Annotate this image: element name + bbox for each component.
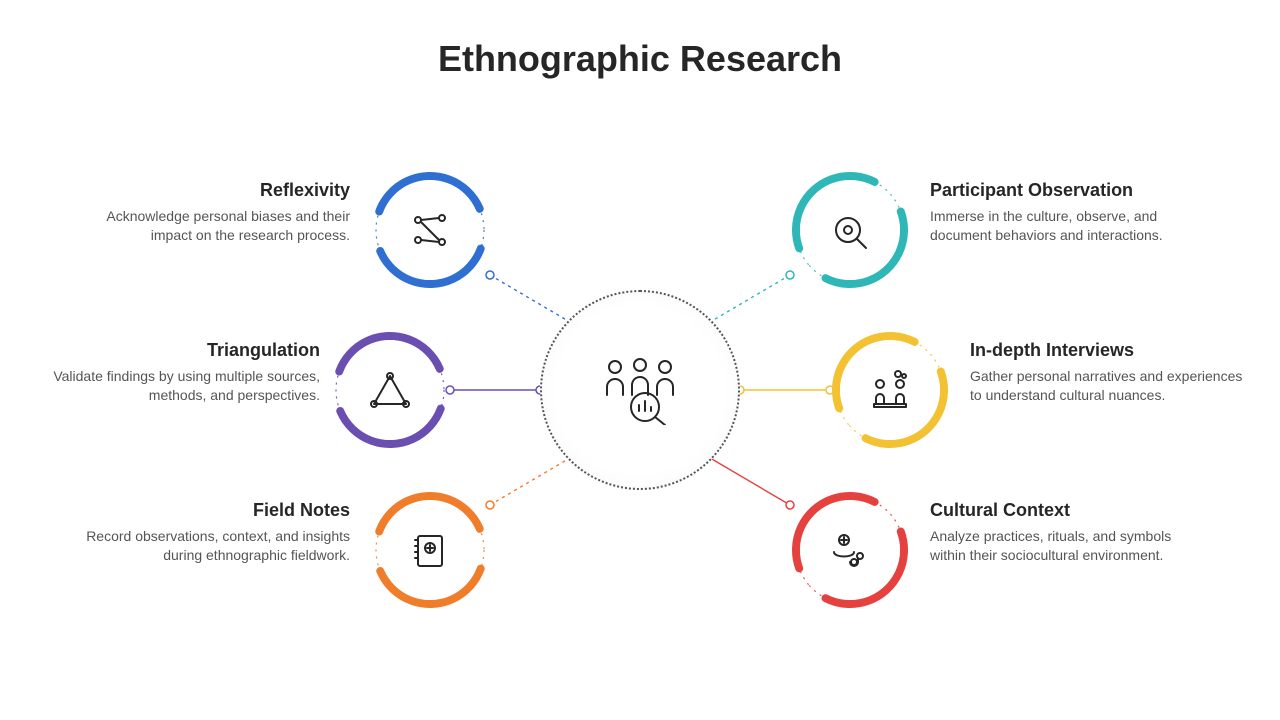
node-title: Reflexivity [70, 180, 350, 201]
culture-icon [828, 530, 872, 570]
node-participant [790, 170, 910, 290]
node-interviews [830, 330, 950, 450]
node-cultural [790, 490, 910, 610]
people-analytics-icon [595, 355, 685, 425]
text-participant: Participant Observation Immerse in the cu… [930, 180, 1210, 245]
node-reflexivity [370, 170, 490, 290]
center-hub [540, 290, 740, 490]
node-desc: Analyze practices, rituals, and symbols … [930, 527, 1210, 565]
node-triangulation [330, 330, 450, 450]
notebook-icon [408, 530, 452, 570]
connections-icon [408, 210, 452, 250]
text-fieldnotes: Field Notes Record observations, context,… [70, 500, 350, 565]
text-interviews: In-depth Interviews Gather personal narra… [970, 340, 1250, 405]
node-desc: Gather personal narratives and experienc… [970, 367, 1250, 405]
node-title: Participant Observation [930, 180, 1210, 201]
diagram-stage: Reflexivity Acknowledge personal biases a… [0, 120, 1280, 680]
node-title: Cultural Context [930, 500, 1210, 521]
text-cultural: Cultural Context Analyze practices, ritua… [930, 500, 1210, 565]
node-fieldnotes [370, 490, 490, 610]
magnify-eye-icon [828, 210, 872, 250]
triangle-icon [368, 370, 412, 410]
node-title: In-depth Interviews [970, 340, 1250, 361]
text-reflexivity: Reflexivity Acknowledge personal biases a… [70, 180, 350, 245]
node-title: Triangulation [40, 340, 320, 361]
node-desc: Validate findings by using multiple sour… [40, 367, 320, 405]
text-triangulation: Triangulation Validate findings by using … [40, 340, 320, 405]
node-title: Field Notes [70, 500, 350, 521]
node-desc: Acknowledge personal biases and their im… [70, 207, 350, 245]
interview-icon [868, 370, 912, 410]
page-title: Ethnographic Research [0, 38, 1280, 80]
node-desc: Record observations, context, and insigh… [70, 527, 350, 565]
node-desc: Immerse in the culture, observe, and doc… [930, 207, 1210, 245]
